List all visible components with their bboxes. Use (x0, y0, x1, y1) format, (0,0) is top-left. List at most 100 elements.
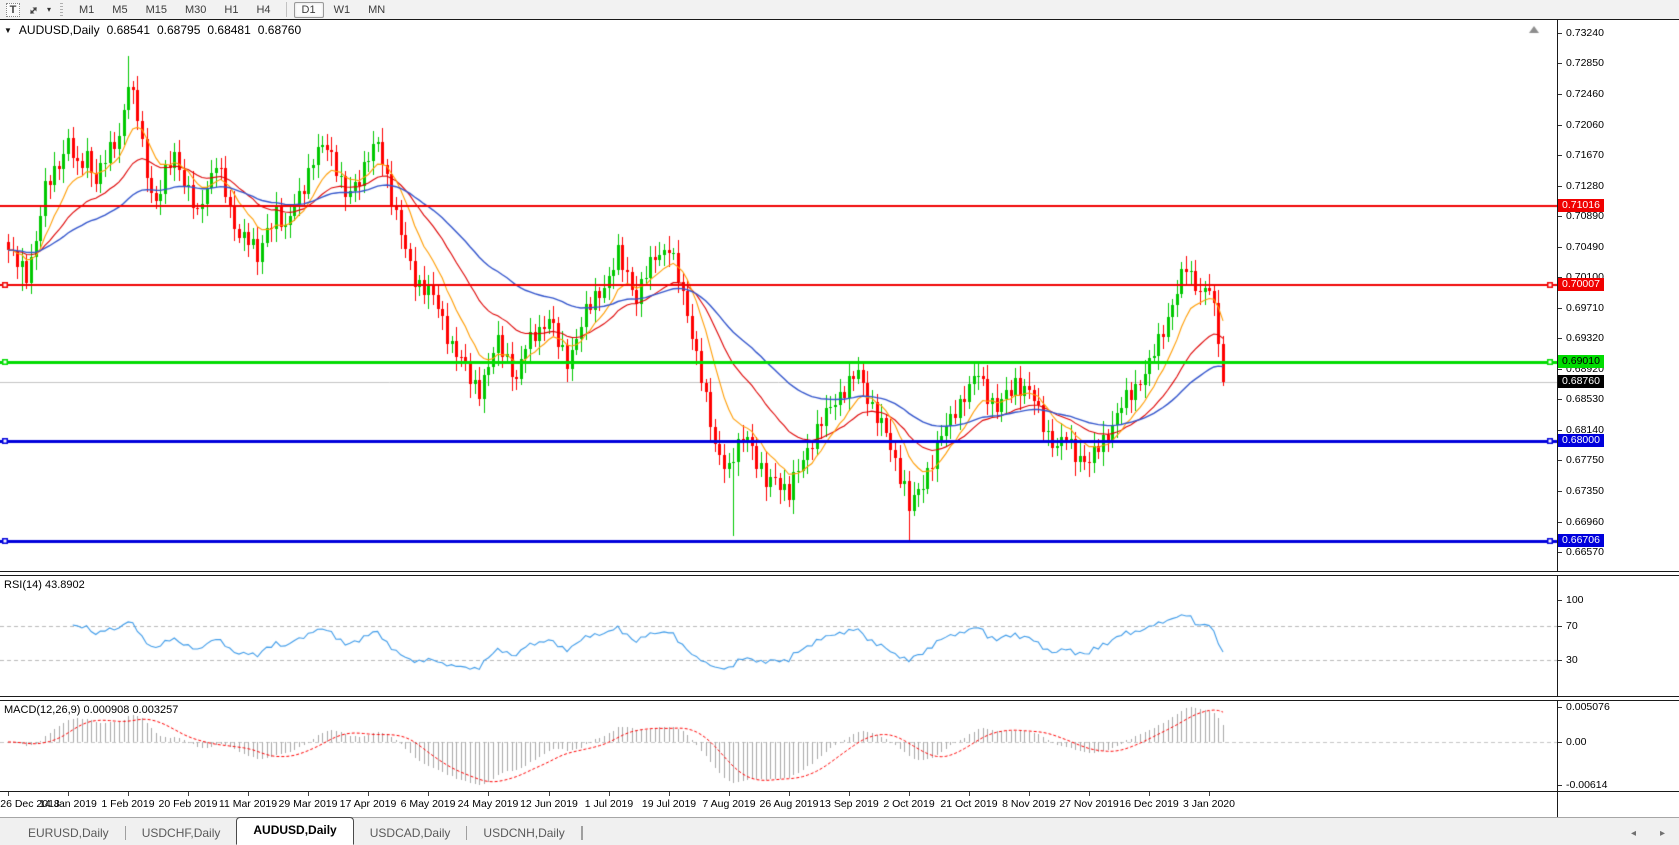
date-axis-label: 11 Mar 2019 (218, 798, 278, 810)
date-axis-tickmark (1149, 792, 1150, 796)
date-axis-label: 6 May 2019 (400, 798, 456, 810)
symbol-label: AUDUSD,Daily (18, 23, 100, 37)
macd-axis[interactable]: 0.005076 0.00 -0.00614 (1557, 701, 1679, 791)
date-axis-label: 14 Jan 2019 (39, 798, 97, 810)
tab-scroll-controls: ◂ ▸ (1631, 828, 1665, 839)
price-axis-label: 0.67350 (1566, 485, 1604, 497)
panel-splitter-2[interactable] (0, 697, 1679, 700)
ohlc-high: 0.68795 (157, 23, 201, 37)
price-axis-label: 0.68530 (1566, 393, 1604, 405)
timeframe-button-h4[interactable]: H4 (256, 3, 271, 16)
tab-scroll-left-icon[interactable]: ◂ (1630, 828, 1636, 839)
rsi-axis-label: 30 (1566, 654, 1578, 666)
current-price-badge: 0.68760 (1558, 375, 1604, 388)
timeframe-button-m1[interactable]: M1 (79, 3, 95, 16)
date-axis-tickmark (308, 792, 309, 796)
rsi-canvas[interactable] (0, 576, 1557, 696)
date-axis-tickmark (789, 792, 790, 796)
tab-usdcad-daily[interactable]: USDCAD,Daily (369, 826, 451, 840)
price-axis-label: 0.72060 (1566, 119, 1604, 131)
date-axis-tickmark (368, 792, 369, 796)
price-axis-tickmark (1558, 94, 1562, 95)
tab-usdchf-daily[interactable]: USDCHF,Daily (141, 826, 221, 840)
arrange-dropdown-button[interactable]: ▾ (44, 2, 54, 18)
date-axis-label: 2 Oct 2019 (883, 798, 935, 810)
price-level-badge: 0.66706 (1558, 534, 1604, 547)
tab-eurusd-daily[interactable]: EURUSD,Daily (28, 826, 109, 840)
tab-audusd-daily[interactable]: AUDUSD,Daily (236, 817, 354, 845)
date-axis-tickmark (1209, 792, 1210, 796)
timeframe-button-mn[interactable]: MN (368, 3, 386, 16)
rsi-axis-tickmark (1558, 600, 1562, 601)
tab-usdcnh-daily[interactable]: USDCNH,Daily (483, 826, 565, 840)
price-axis-label: 0.71670 (1566, 149, 1604, 161)
timeframe-button-m15[interactable]: M15 (145, 3, 167, 16)
toolbar-grip-separator (60, 3, 63, 16)
text-tool-button[interactable]: T (4, 2, 22, 18)
price-axis-label: 0.70890 (1566, 210, 1604, 222)
timeframe-button-w1[interactable]: W1 (333, 3, 351, 16)
macd-panel: MACD(12,26,9) 0.000908 0.003257 0.005076… (0, 700, 1679, 792)
date-axis-label: 21 Oct 2019 (940, 798, 998, 810)
price-level-badge: 0.68000 (1558, 434, 1604, 447)
macd-axis-tickmark (1558, 742, 1562, 743)
toolbar-separator (285, 2, 287, 17)
chart-title: ▼ AUDUSD,Daily 0.68541 0.68795 0.68481 0… (4, 23, 301, 37)
price-chart-canvas[interactable] (0, 20, 1557, 571)
tab-separator (581, 826, 583, 840)
timeframe-button-m5[interactable]: M5 (112, 3, 128, 16)
macd-axis-tickmark (1558, 707, 1562, 708)
date-axis-tickmark (669, 792, 670, 796)
rsi-axis-tickmark (1558, 660, 1562, 661)
chart-tabs: EURUSD,Daily USDCHF,Daily AUDUSD,Daily USDC… (0, 817, 583, 845)
price-axis-tickmark (1558, 491, 1562, 492)
date-axis-label: 7 Aug 2019 (702, 798, 756, 810)
date-axis-label: 26 Dec 2018 (0, 798, 60, 810)
date-axis-label: 12 Jun 2019 (520, 798, 578, 810)
date-axis-tickmark (488, 792, 489, 796)
price-level-badge: 0.69010 (1558, 355, 1604, 368)
price-axis-tickmark (1558, 186, 1562, 187)
date-axis-tickmark (68, 792, 69, 796)
price-axis-tickmark (1558, 430, 1562, 431)
date-axis-tickmark (549, 792, 550, 796)
rsi-axis[interactable]: 100 70 30 (1557, 576, 1679, 696)
symbol-dropdown-icon[interactable]: ▼ (4, 25, 12, 35)
date-axis-label: 16 Dec 2019 (1119, 798, 1179, 810)
timeframe-button-h1[interactable]: H1 (224, 3, 239, 16)
axis-divider-line (1557, 792, 1558, 817)
price-axis-tickmark (1558, 247, 1562, 248)
price-axis[interactable]: 0.73240 0.72850 0.72460 0.72060 0.71670 0.712… (1557, 20, 1679, 571)
panel-splitter[interactable] (0, 572, 1679, 575)
date-axis-tickmark (8, 792, 9, 796)
arrange-windows-button[interactable] (24, 2, 42, 18)
macd-axis-label: 0.00 (1566, 736, 1587, 748)
macd-canvas[interactable] (0, 701, 1557, 791)
chevron-down-icon: ▾ (46, 5, 51, 14)
date-axis-label: 26 Aug 2019 (759, 798, 819, 810)
timeframe-button-d1[interactable]: D1 (293, 1, 324, 18)
date-axis[interactable]: 26 Dec 2018 14 Jan 2019 1 Feb 2019 20 Feb 2… (0, 792, 1679, 817)
ohlc-close: 0.68760 (257, 23, 302, 37)
price-level-badge: 0.71016 (1558, 199, 1604, 212)
price-axis-tickmark (1558, 125, 1562, 126)
ohlc-low: 0.68481 (207, 23, 251, 37)
date-axis-label: 1 Jul 2019 (584, 798, 634, 810)
ohlc-open: 0.68541 (106, 23, 150, 37)
rsi-axis-label: 70 (1566, 620, 1578, 632)
date-axis-tickmark (428, 792, 429, 796)
date-axis-tickmark (188, 792, 189, 796)
macd-axis-label: 0.005076 (1566, 701, 1610, 713)
price-axis-label: 0.68140 (1566, 424, 1604, 436)
price-axis-tickmark (1558, 522, 1562, 523)
price-axis-label: 0.71280 (1566, 180, 1604, 192)
price-axis-tickmark (1558, 552, 1562, 553)
date-axis-tickmark (729, 792, 730, 796)
price-level-badge: 0.70007 (1558, 278, 1604, 291)
date-axis-label: 27 Nov 2019 (1059, 798, 1119, 810)
timeframe-button-m30[interactable]: M30 (184, 3, 207, 16)
date-axis-label: 3 Jan 2020 (1183, 798, 1235, 810)
tab-scroll-right-icon[interactable]: ▸ (1659, 828, 1665, 839)
price-axis-label: 0.70490 (1566, 241, 1604, 253)
